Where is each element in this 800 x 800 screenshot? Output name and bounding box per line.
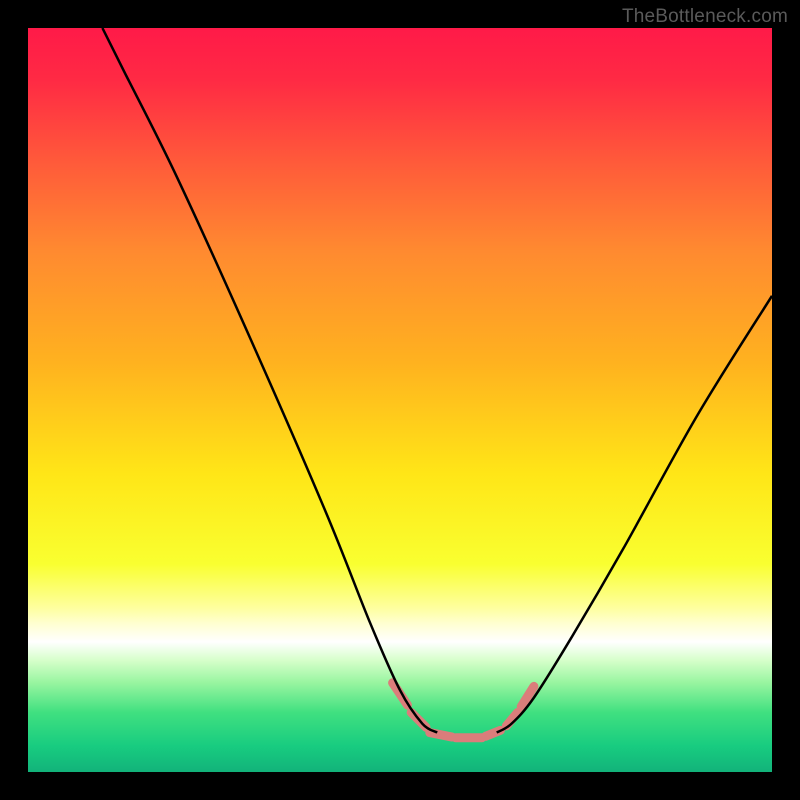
bottleneck-chart bbox=[0, 0, 800, 800]
gradient-background bbox=[28, 28, 772, 772]
chart-stage: TheBottleneck.com bbox=[0, 0, 800, 800]
watermark-label: TheBottleneck.com bbox=[622, 6, 788, 28]
